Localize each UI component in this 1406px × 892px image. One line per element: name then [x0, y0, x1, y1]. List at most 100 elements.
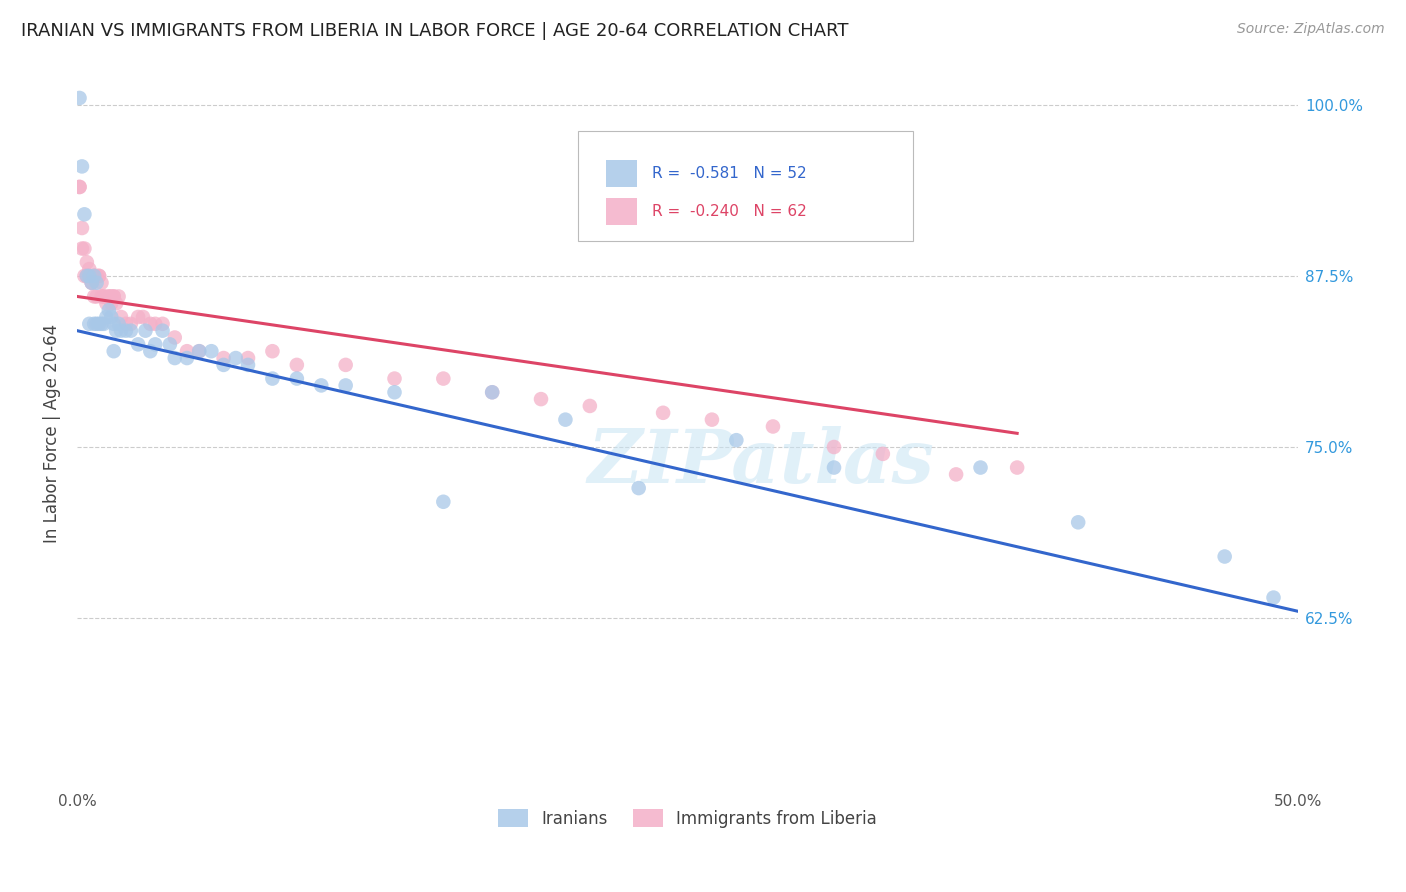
Point — [969, 460, 991, 475]
Point — [823, 460, 845, 475]
Point — [652, 406, 675, 420]
Point — [83, 268, 105, 283]
Point — [96, 296, 118, 310]
Point — [700, 412, 723, 426]
Point — [93, 289, 115, 303]
Point — [384, 371, 406, 385]
Point — [76, 255, 98, 269]
Point — [188, 344, 211, 359]
Point — [212, 358, 235, 372]
Point — [115, 317, 138, 331]
Point — [163, 351, 186, 365]
Point — [103, 289, 125, 303]
Point — [100, 296, 122, 310]
Point — [1067, 516, 1090, 530]
Point — [110, 324, 132, 338]
Point — [188, 344, 211, 359]
Point — [76, 268, 98, 283]
Point — [127, 310, 149, 324]
Point — [335, 378, 357, 392]
Point — [236, 351, 259, 365]
Point — [132, 310, 155, 324]
Point — [73, 242, 96, 256]
Point — [225, 351, 247, 365]
Point — [97, 289, 120, 303]
Point — [103, 289, 125, 303]
Point — [115, 324, 138, 338]
Point — [79, 268, 101, 283]
Point — [481, 385, 503, 400]
Point — [1005, 460, 1028, 475]
FancyBboxPatch shape — [606, 160, 637, 187]
Point — [139, 317, 162, 331]
Point — [69, 91, 91, 105]
Point — [97, 289, 120, 303]
Point — [335, 358, 357, 372]
Point — [725, 433, 748, 447]
FancyBboxPatch shape — [578, 131, 914, 241]
Point — [309, 378, 332, 392]
Point — [945, 467, 967, 482]
Point — [236, 358, 259, 372]
Point — [73, 268, 96, 283]
Point — [152, 324, 174, 338]
Point — [110, 310, 132, 324]
Point — [79, 268, 101, 283]
Point — [134, 324, 156, 338]
Point — [262, 371, 284, 385]
Text: R =  -0.240   N = 62: R = -0.240 N = 62 — [652, 204, 807, 219]
Point — [200, 344, 222, 359]
Point — [872, 447, 894, 461]
Y-axis label: In Labor Force | Age 20-64: In Labor Force | Age 20-64 — [44, 324, 60, 543]
Point — [176, 344, 198, 359]
Point — [70, 221, 93, 235]
Point — [96, 310, 118, 324]
Point — [107, 289, 129, 303]
FancyBboxPatch shape — [606, 198, 637, 226]
Point — [285, 371, 308, 385]
Point — [579, 399, 602, 413]
Point — [87, 268, 110, 283]
Point — [481, 385, 503, 400]
Point — [76, 268, 98, 283]
Point — [80, 276, 103, 290]
Point — [120, 324, 142, 338]
Point — [107, 317, 129, 331]
Point — [69, 180, 91, 194]
Point — [163, 330, 186, 344]
Point — [103, 317, 125, 331]
Point — [83, 289, 105, 303]
Point — [79, 317, 101, 331]
Point — [554, 412, 576, 426]
Point — [86, 289, 108, 303]
Point — [100, 289, 122, 303]
Point — [105, 296, 128, 310]
Point — [432, 371, 454, 385]
Point — [152, 317, 174, 331]
Point — [83, 317, 105, 331]
Point — [79, 262, 101, 277]
Point — [86, 268, 108, 283]
Point — [90, 317, 112, 331]
Point — [97, 303, 120, 318]
Point — [1213, 549, 1236, 564]
Point — [86, 317, 108, 331]
Point — [79, 268, 101, 283]
Point — [90, 276, 112, 290]
Point — [70, 242, 93, 256]
Point — [73, 207, 96, 221]
Point — [69, 180, 91, 194]
Point — [87, 317, 110, 331]
Point — [87, 268, 110, 283]
Point — [80, 276, 103, 290]
Point — [80, 276, 103, 290]
Text: IRANIAN VS IMMIGRANTS FROM LIBERIA IN LABOR FORCE | AGE 20-64 CORRELATION CHART: IRANIAN VS IMMIGRANTS FROM LIBERIA IN LA… — [21, 22, 849, 40]
Point — [86, 276, 108, 290]
Point — [627, 481, 650, 495]
Point — [762, 419, 785, 434]
Point — [83, 268, 105, 283]
Text: ZIPatlas: ZIPatlas — [588, 425, 934, 498]
Text: R =  -0.581   N = 52: R = -0.581 N = 52 — [652, 166, 807, 181]
Point — [90, 289, 112, 303]
Legend: Iranians, Immigrants from Liberia: Iranians, Immigrants from Liberia — [492, 803, 883, 834]
